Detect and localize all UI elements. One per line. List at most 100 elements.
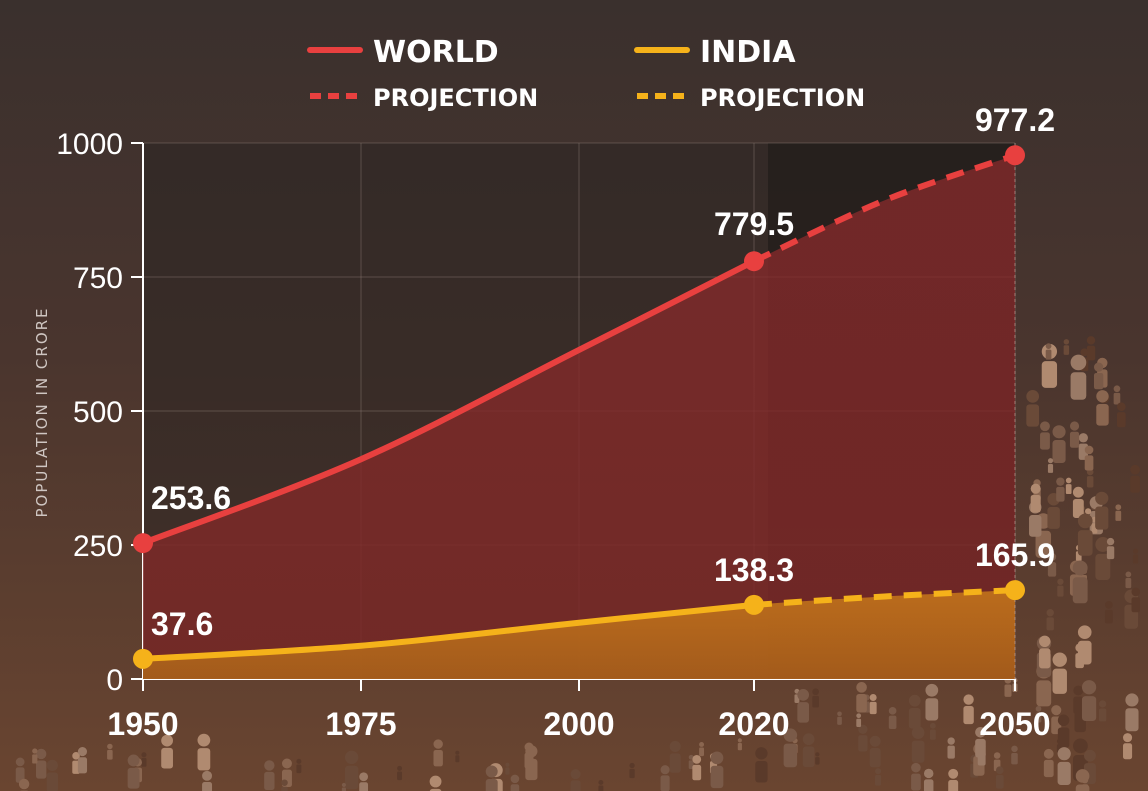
india-point — [133, 648, 153, 669]
person-figure — [510, 784, 520, 791]
legend-india-label: INDIA — [700, 35, 796, 70]
person-figure — [1047, 458, 1054, 464]
person-figure — [1035, 705, 1042, 712]
person-figure — [433, 749, 443, 767]
world-data-label: 977.2 — [975, 102, 1055, 138]
person-figure — [1043, 748, 1054, 759]
person-figure — [161, 734, 173, 747]
x-tick-label: 2050 — [979, 706, 1050, 742]
person-figure — [1096, 404, 1109, 426]
person-figure — [797, 702, 810, 723]
person-figure — [888, 707, 897, 715]
person-figure — [925, 683, 939, 697]
person-figure — [1131, 587, 1141, 597]
person-figure — [629, 762, 635, 769]
person-figure — [1035, 530, 1052, 558]
india-area — [143, 590, 1015, 679]
person-figure — [1065, 477, 1072, 484]
person-figure — [1095, 553, 1111, 581]
india-data-label: 138.3 — [714, 552, 794, 588]
x-tick-label: 1950 — [107, 706, 178, 742]
person-figure — [1130, 475, 1140, 493]
person-figure — [77, 757, 88, 774]
person-figure — [264, 760, 275, 771]
person-figure — [963, 694, 974, 705]
person-figure — [107, 743, 113, 750]
person-figure — [856, 693, 867, 713]
person-figure — [1095, 491, 1109, 505]
person-figure — [344, 750, 359, 765]
person-figure — [911, 762, 921, 773]
person-figure — [710, 751, 724, 765]
legend-world-label: WORLD — [373, 35, 499, 70]
person-figure — [1132, 548, 1139, 554]
person-figure — [341, 787, 346, 791]
person-figure — [1047, 463, 1054, 473]
person-figure — [908, 708, 921, 729]
person-figure — [710, 765, 724, 789]
person-figure — [1072, 560, 1088, 576]
person-figure — [692, 764, 702, 781]
person-figure — [1052, 652, 1067, 667]
person-figure — [837, 711, 842, 717]
y-tick-label: 250 — [73, 530, 123, 563]
person-figure — [433, 739, 443, 749]
person-figure — [1086, 345, 1096, 361]
person-figure — [197, 748, 211, 771]
person-figure — [1045, 343, 1052, 349]
person-figure — [869, 735, 881, 747]
person-figure — [1070, 354, 1087, 371]
person-figure — [1125, 571, 1132, 578]
person-figure — [429, 788, 442, 791]
y-axis: 0 250 500 750 1000 — [56, 128, 123, 697]
person-figure — [1057, 761, 1071, 785]
person-figure — [35, 748, 47, 760]
person-figure — [127, 767, 140, 789]
person-figure — [1029, 515, 1042, 537]
person-figure — [455, 755, 460, 763]
person-figure — [1095, 537, 1111, 552]
person-figure — [1113, 392, 1121, 405]
person-figure — [1035, 712, 1042, 723]
person-figure — [993, 752, 1001, 759]
person-figure — [911, 740, 925, 763]
person-figure — [755, 760, 768, 783]
y-tick-label: 0 — [106, 664, 123, 697]
person-figure — [669, 740, 681, 752]
person-figure — [1072, 486, 1084, 498]
crowd-decoration — [15, 336, 1141, 791]
legend-world-projection-label: PROJECTION — [373, 84, 538, 112]
person-figure — [281, 779, 288, 786]
person-figure — [1106, 537, 1115, 546]
person-figure — [455, 750, 460, 755]
person-figure — [1104, 600, 1113, 609]
person-figure — [1084, 445, 1094, 455]
person-figure — [1123, 743, 1133, 760]
person-figure — [1046, 609, 1054, 617]
person-figure — [1069, 431, 1080, 448]
person-figure — [127, 754, 140, 767]
person-figure — [46, 772, 58, 791]
person-figure — [858, 735, 868, 752]
person-figure — [783, 743, 798, 768]
person-figure — [947, 737, 955, 745]
person-figure — [963, 706, 974, 725]
person-figure — [948, 768, 959, 779]
person-figure — [282, 758, 292, 769]
person-figure — [1047, 562, 1057, 577]
person-figure — [1084, 455, 1094, 471]
person-figure — [1040, 432, 1050, 450]
person-figure — [202, 770, 213, 781]
person-figure — [1040, 421, 1050, 432]
person-figure — [1047, 552, 1057, 562]
person-figure — [1095, 506, 1109, 530]
person-figure — [1057, 727, 1070, 748]
person-figure — [815, 757, 820, 765]
person-figure — [525, 758, 538, 781]
person-figure — [1056, 486, 1065, 502]
person-figure — [1052, 668, 1067, 694]
person-figure — [141, 757, 147, 767]
person-figure — [1041, 361, 1058, 388]
person-figure — [797, 689, 810, 701]
